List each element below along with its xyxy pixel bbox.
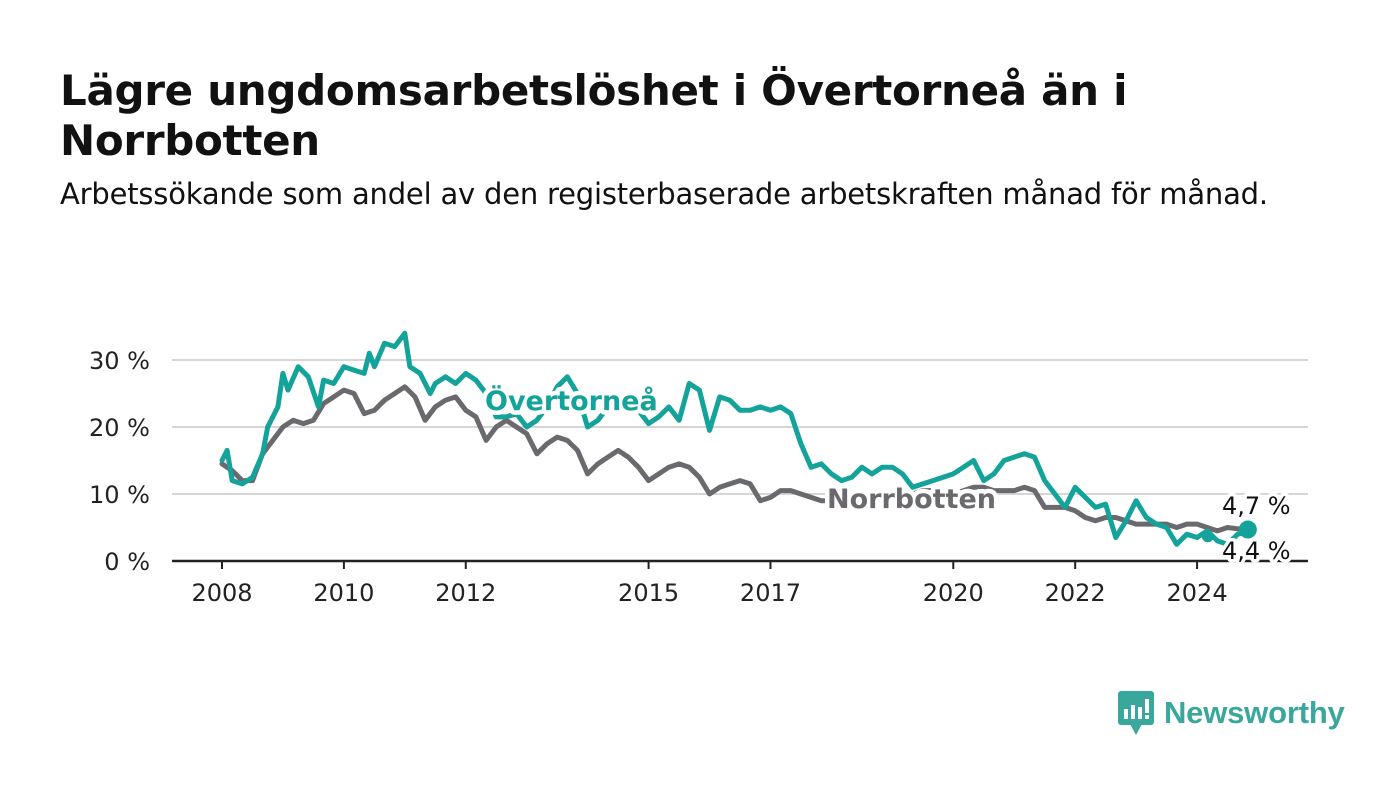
x-tick-label: 2017 [740,579,801,607]
y-tick-label: 10 % [89,481,150,509]
y-axis-ticks: 0 % 10 % 20 % 30 % [89,347,150,576]
chart-title: Lägre ungdomsarbetslöshet i Övertorneå ä… [60,66,1128,166]
series-line-norrbotten [219,384,1251,534]
series-label-norrbotten: Norrbotten [827,484,996,515]
end-label-overtornea: 4,4 % [1222,537,1291,565]
y-tick-label: 0 % [104,548,150,576]
chart-subtitle: Arbetssökande som andel av den registerb… [60,177,1268,211]
x-tick-label: 2024 [1167,579,1228,607]
end-marker-overtornea [1201,530,1214,543]
series-label-norrbotten-halo: Norrbotten [827,484,996,515]
brand-name: Newsworthy [1164,695,1345,730]
x-tick-label: 2008 [191,579,252,607]
x-tick-label: 2015 [618,579,679,607]
x-tick-label: 2010 [313,579,374,607]
y-tick-label: 30 % [89,347,150,375]
x-tick-label: 2022 [1045,579,1106,607]
end-marker-norrbotten [1238,520,1257,539]
x-tick-label: 2012 [435,579,496,607]
series-lines [219,330,1251,547]
x-tick-label: 2020 [923,579,984,607]
series-labels: ÖvertorneåÖvertorneåNorrbottenNorrbotten… [481,380,1295,569]
brand-logo: Newsworthy [1118,690,1345,736]
newsworthy-logo-icon [1118,691,1154,735]
series-label-overtornea: Övertorneå [485,384,658,417]
x-axis-ticks: 2008 2010 2012 2015 2017 2020 2022 2024 [191,561,1228,607]
end-label-norrbotten: 4,7 % [1222,492,1291,520]
end-label-overtornea-halo: 4,4 % [1222,537,1291,565]
series-line-overtornea [219,330,1251,547]
series-label-overtornea-halo: Övertorneå [485,384,658,417]
end-label-norrbotten-halo: 4,7 % [1222,492,1291,520]
y-tick-label: 20 % [89,414,150,442]
gridlines [172,359,1308,563]
